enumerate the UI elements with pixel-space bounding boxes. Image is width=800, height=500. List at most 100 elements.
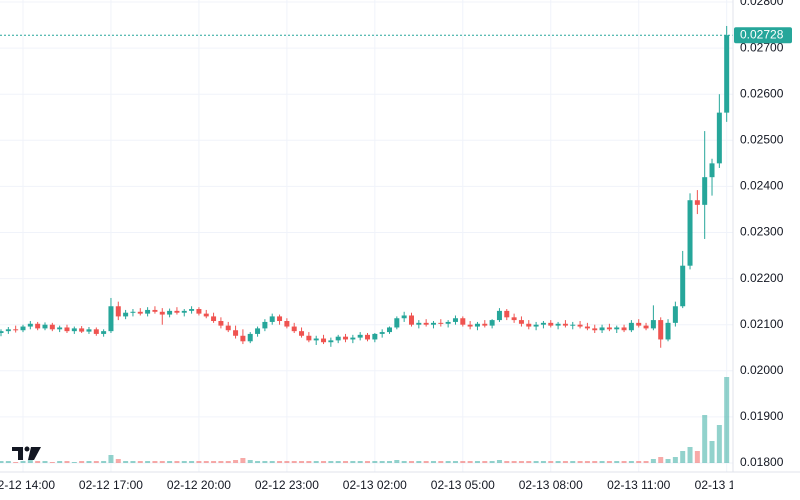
volume-bar	[423, 461, 429, 463]
volume-bar	[702, 415, 708, 463]
y-axis: 0.01800 0.01900 0.02000 0.02100 0.02200 0.023…	[740, 0, 784, 469]
y-tick-label: 0.02600	[740, 86, 784, 100]
volume-bar	[71, 462, 77, 463]
volume-bar	[42, 461, 48, 463]
volume-bar	[526, 461, 532, 463]
candle-body	[13, 329, 19, 331]
candle-body	[42, 324, 48, 329]
candle-body	[93, 329, 99, 334]
volume-bar	[189, 461, 195, 463]
candle-body	[321, 338, 327, 343]
candle-body	[357, 334, 363, 338]
volume-bar	[101, 461, 107, 463]
volume-bar	[548, 461, 554, 463]
candle-body	[702, 177, 708, 205]
volume-bar	[167, 461, 173, 463]
candle-body	[137, 311, 143, 314]
volume-bar	[584, 461, 590, 463]
volume-bar	[328, 461, 334, 463]
volume-bar	[343, 461, 349, 463]
candle-body	[423, 322, 429, 325]
candle-body	[474, 323, 480, 327]
grid	[0, 0, 733, 472]
candle-body	[299, 331, 305, 336]
candle-body	[636, 322, 642, 326]
volume-bar	[108, 455, 114, 463]
last-price-box	[734, 27, 792, 44]
candle-body	[628, 322, 634, 331]
x-tick-label: 02-12 23:00	[255, 478, 319, 492]
volume-bar	[277, 461, 283, 463]
candle-body	[548, 322, 554, 326]
volume-bar	[709, 441, 715, 463]
candle-body	[203, 313, 209, 317]
candle-body	[365, 334, 371, 340]
volume-bar	[218, 461, 224, 463]
candle-body	[672, 306, 678, 323]
candle-body	[101, 331, 107, 334]
candle-body	[724, 35, 730, 113]
volume-bar	[130, 461, 136, 463]
volume-bar	[233, 460, 239, 463]
candle-body	[233, 330, 239, 336]
y-tick-label: 0.02800	[740, 0, 784, 8]
candle-body	[211, 316, 217, 322]
candle-body	[496, 310, 502, 321]
x-tick-label: 02-12 17:00	[79, 478, 143, 492]
volume-bar	[606, 461, 612, 463]
volume-bar	[365, 461, 371, 463]
volume-bar	[577, 461, 583, 463]
volume-bar	[196, 461, 202, 463]
volume-bar	[724, 377, 730, 463]
y-tick-label: 0.02100	[740, 317, 784, 331]
volume-bar	[452, 461, 458, 463]
volume-bar	[658, 457, 664, 463]
volume-bar	[460, 461, 466, 463]
candle-body	[196, 309, 202, 314]
candle-body	[0, 331, 4, 333]
candle-body	[269, 316, 275, 322]
candle-body	[452, 318, 458, 322]
volume-bar	[599, 461, 605, 463]
volume-bar	[643, 461, 649, 463]
volume-bar	[57, 461, 63, 463]
volume-bar	[240, 458, 246, 463]
candle-body	[658, 320, 664, 340]
volume-bar	[313, 461, 319, 463]
volume-bar	[335, 461, 341, 463]
candle-body	[650, 320, 656, 329]
price-axis-bg	[733, 0, 800, 500]
candle-body	[79, 328, 85, 332]
volume-bar	[372, 461, 378, 463]
candle-body	[306, 335, 312, 341]
volume-bar	[145, 461, 151, 463]
volume-bar	[665, 459, 671, 463]
volume-bar	[628, 461, 634, 463]
volume-bar	[306, 461, 312, 463]
candle-body	[240, 335, 246, 342]
candle-body	[145, 309, 151, 314]
volume-bar	[5, 461, 11, 463]
candle-body	[621, 327, 627, 331]
candle-body	[606, 327, 612, 330]
volume-bar	[225, 461, 231, 463]
volume-bar	[379, 461, 385, 463]
candle-body	[71, 328, 77, 332]
volume-bar	[86, 461, 92, 463]
volume-bar	[79, 461, 85, 463]
volume-bar	[269, 461, 275, 463]
candle-body	[284, 321, 290, 327]
volume-bar	[20, 461, 26, 463]
candle-body	[489, 320, 495, 326]
volume-bar	[680, 451, 686, 463]
candle-body	[643, 325, 649, 329]
volume-bar	[262, 461, 268, 463]
candle-body	[108, 306, 114, 332]
y-tick-label: 0.02000	[740, 363, 784, 377]
candle-body	[181, 310, 187, 313]
candle-body	[86, 329, 92, 332]
candle-body	[27, 323, 33, 327]
volume-bar	[203, 461, 209, 463]
